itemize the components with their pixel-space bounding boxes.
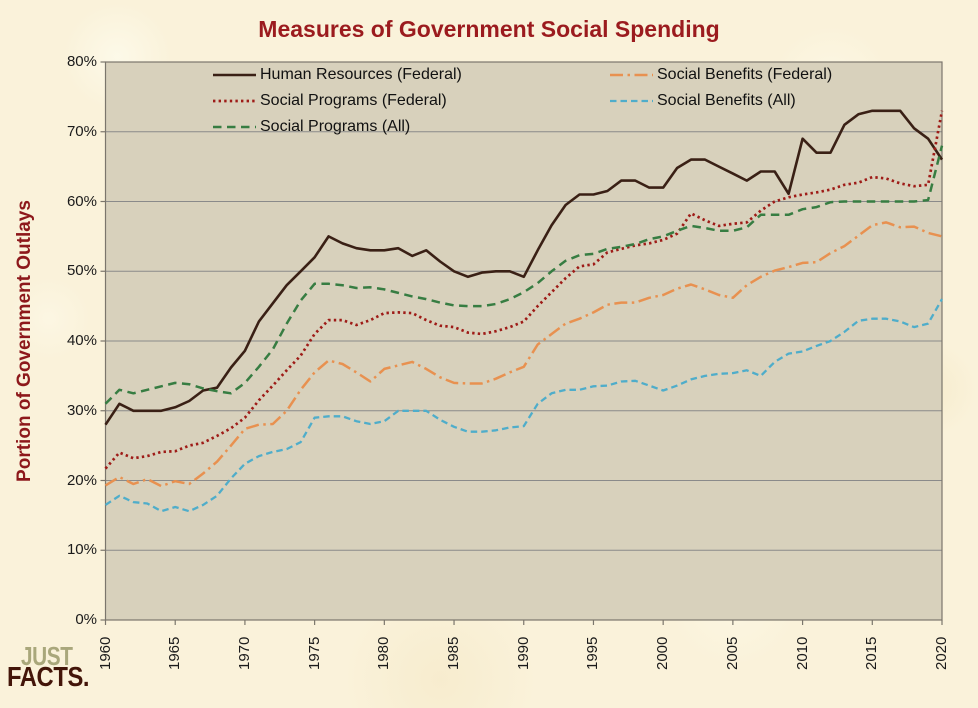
x-tick-label-1980: 1980 [375, 636, 393, 670]
x-tick-label-1970: 1970 [235, 636, 253, 670]
y-tick-label-0: 0% [75, 611, 97, 628]
x-tick-label-1985: 1985 [445, 636, 463, 670]
x-tick-label-1975: 1975 [305, 636, 323, 670]
y-tick-label-70: 70% [66, 122, 97, 140]
legend-item-human-resources-federal-: Human Resources (Federal) [212, 65, 462, 85]
x-tick-label-1990: 1990 [514, 636, 532, 670]
y-tick-label-50: 50% [66, 262, 97, 280]
legend-swatch-dashdot-line [610, 73, 653, 77]
y-tick-label-30: 30% [66, 401, 97, 419]
series-line-social-programs-all- [104, 145, 944, 405]
logo-just-text: JUST [21, 641, 73, 671]
legend-item-social-benefits-federal-: Social Benefits (Federal) [609, 65, 832, 85]
legend-label: Social Benefits (All) [657, 92, 796, 109]
series-line-social-programs-federal- [104, 110, 944, 470]
y-tick-label-60: 60% [66, 192, 97, 210]
series-line-social-benefits-all- [104, 298, 944, 513]
justfacts-logo: JUST FACTS. [0, 640, 120, 700]
x-tick-label-2015: 2015 [863, 636, 881, 670]
x-tick-label-1965: 1965 [166, 636, 184, 670]
series-line-human-resources-federal- [104, 109, 944, 426]
legend-label: Social Programs (Federal) [260, 92, 447, 109]
legend-swatch-dashed-line [213, 125, 256, 129]
y-tick-label-80: 80% [66, 53, 97, 70]
legend-label: Social Programs (All) [260, 118, 411, 135]
chart-title: Measures of Government Social Spending [258, 16, 720, 42]
legend-item-social-benefits-all-: Social Benefits (All) [609, 91, 796, 111]
y-tick-label-20: 20% [66, 471, 97, 489]
legend-item-social-programs-federal-: Social Programs (Federal) [212, 91, 447, 111]
legend-label: Human Resources (Federal) [260, 66, 462, 83]
legend-swatch-solid-line [213, 73, 256, 77]
x-tick-label-2020: 2020 [933, 636, 950, 670]
y-tick-label-40: 40% [66, 332, 97, 349]
x-tick-label-2010: 2010 [793, 636, 811, 670]
x-tick-label-2005: 2005 [723, 636, 741, 670]
y-tick-label-10: 10% [66, 541, 97, 559]
x-tick-label-2000: 2000 [654, 636, 672, 670]
legend-swatch-shortdash-line [610, 99, 653, 103]
logo-facts-text: FACTS. [7, 661, 90, 692]
legend-swatch-dotted-line [213, 99, 256, 103]
series-line-social-benefits-federal- [104, 221, 943, 488]
legend-item-social-programs-all-: Social Programs (All) [212, 117, 410, 137]
x-tick-label-1995: 1995 [584, 636, 602, 670]
legend-label: Social Benefits (Federal) [657, 66, 833, 83]
